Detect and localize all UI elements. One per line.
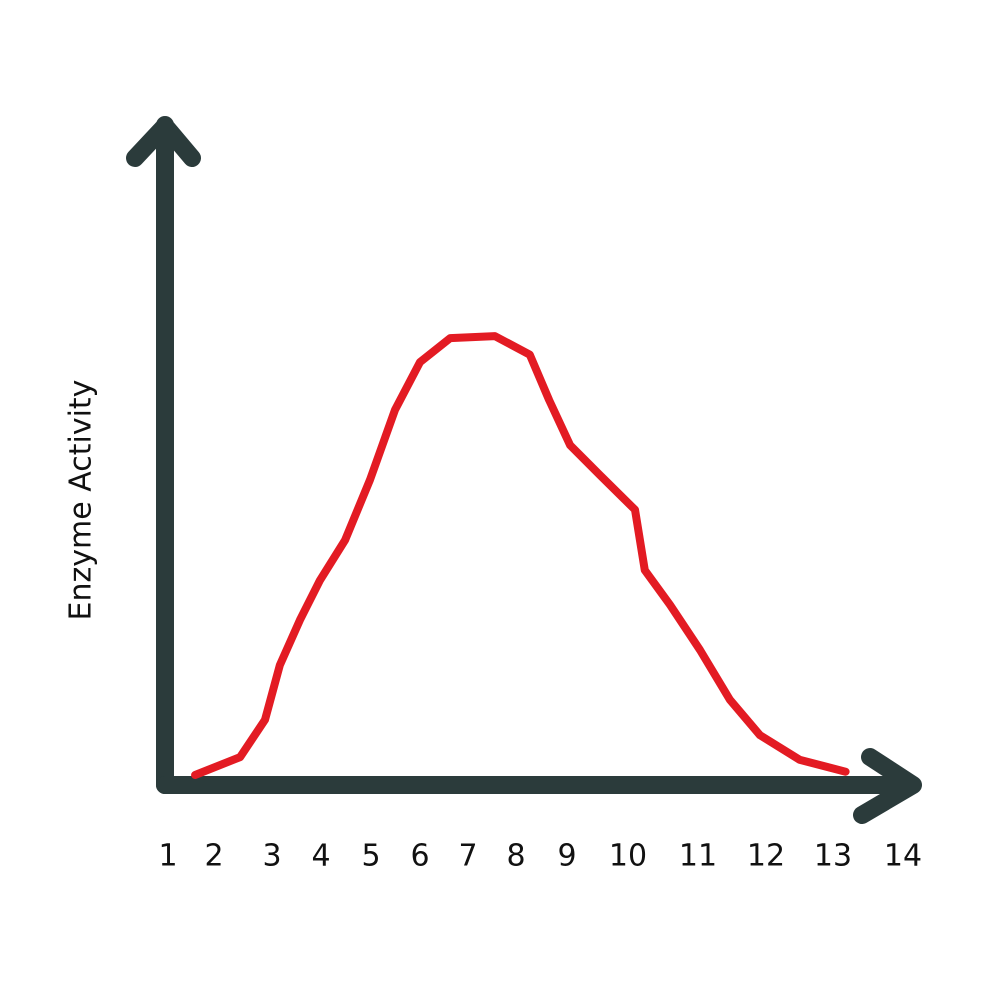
x-tick-label: 14 [884, 839, 922, 874]
x-tick-label: 11 [679, 839, 717, 874]
x-tick-label: 13 [814, 839, 852, 874]
x-tick-label: 12 [747, 839, 785, 874]
y-axis [126, 116, 201, 794]
x-tick-label: 10 [609, 839, 647, 874]
x-tick-label: 6 [410, 839, 429, 874]
x-axis [156, 748, 922, 824]
x-tick-label: 7 [458, 839, 477, 874]
x-tick-label: 3 [262, 839, 281, 874]
x-tick-label: 1 [158, 839, 177, 874]
x-tick-label: 8 [506, 839, 525, 874]
y-axis-label: Enzyme Activity [64, 380, 99, 621]
x-tick-label: 5 [361, 839, 380, 874]
x-tick-label: 9 [557, 839, 576, 874]
x-tick-label: 2 [204, 839, 223, 874]
data-line [191, 332, 850, 779]
x-tick-label: 4 [311, 839, 330, 874]
